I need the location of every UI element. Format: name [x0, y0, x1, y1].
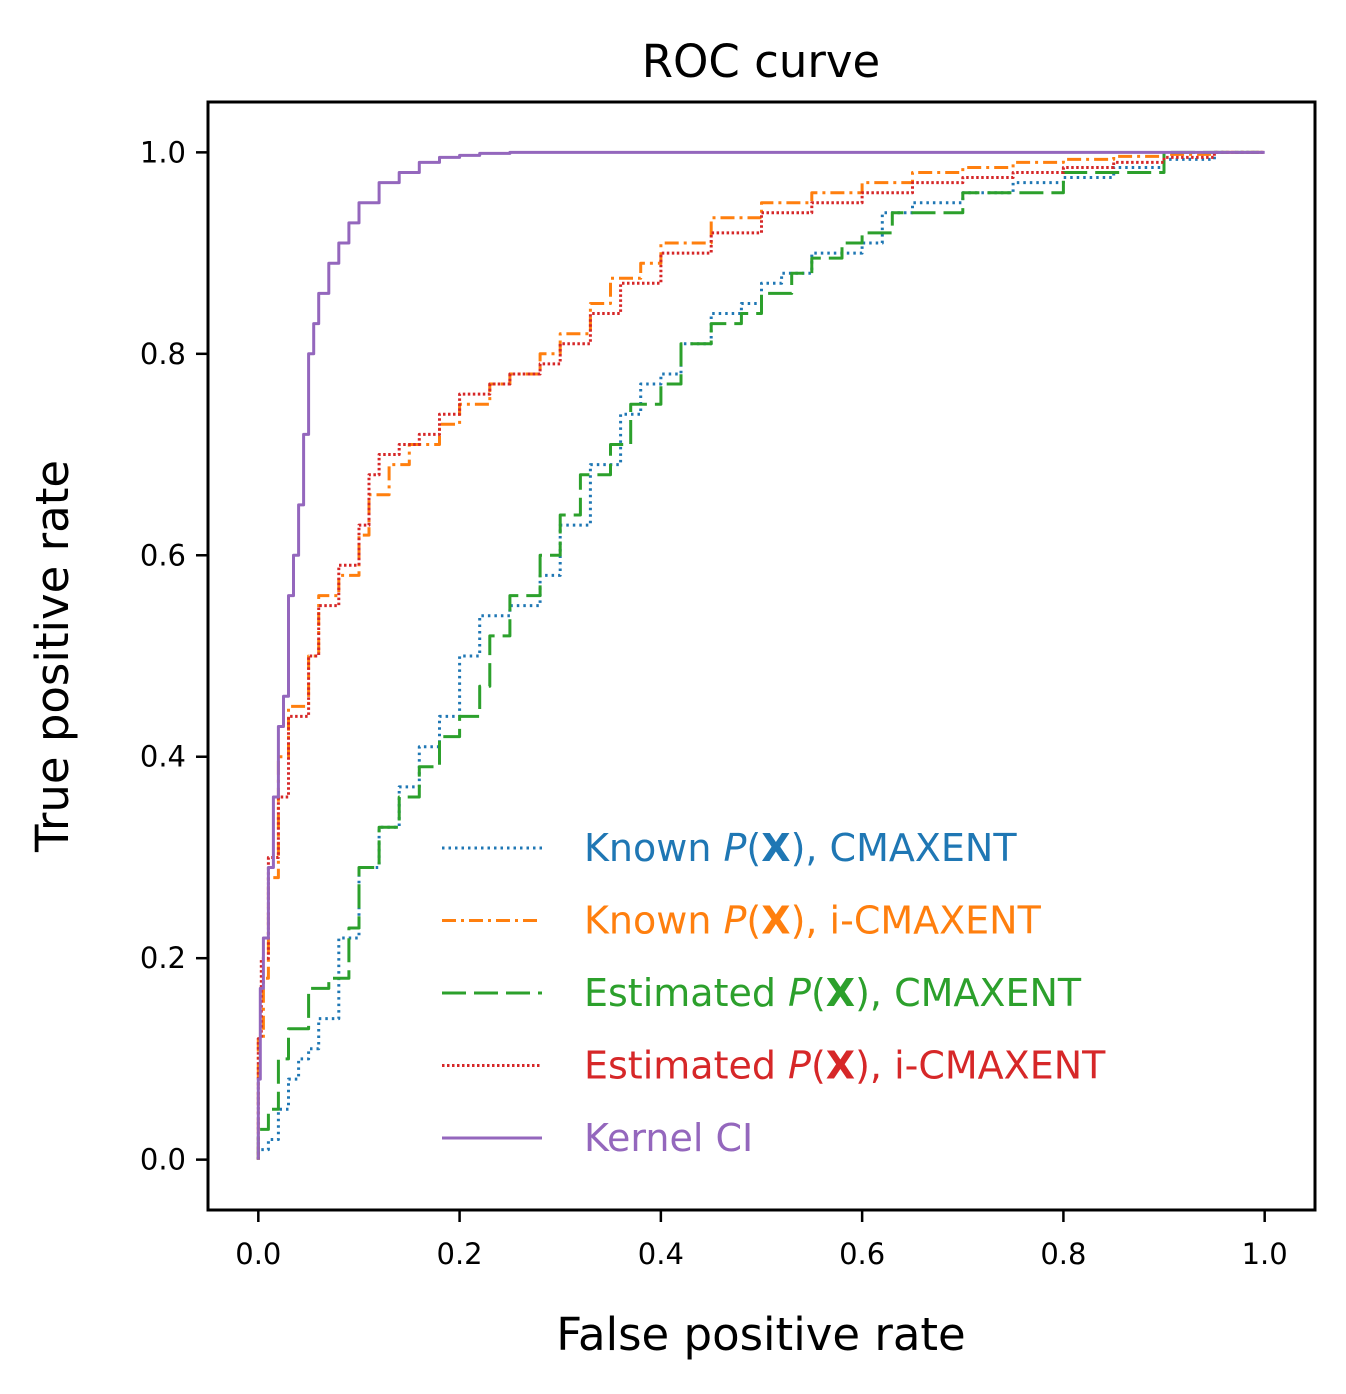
y-axis: 0.0 0.2 0.4 0.6 0.8 1.0 [140, 135, 208, 1177]
y-tick-label: 0.4 [140, 740, 186, 774]
series-line-5 [256, 150, 1265, 1160]
x-tick-label: 0.4 [638, 1237, 684, 1271]
x-tick-label: 1.0 [1242, 1237, 1288, 1271]
y-tick-label: 0.8 [140, 337, 186, 371]
y-tick-label: 0.2 [140, 941, 186, 975]
x-axis-label: False positive rate [556, 1308, 965, 1361]
x-tick-label: 0.2 [437, 1237, 483, 1271]
legend-label-4: Estimated P(X), i-CMAXENT [584, 1044, 1106, 1088]
series-line-1 [256, 150, 1265, 1160]
plot-frame [206, 100, 1317, 1212]
x-tick-label: 0.8 [1040, 1237, 1086, 1271]
x-tick-label: 0.6 [839, 1237, 885, 1271]
series-line-4 [256, 150, 1265, 1160]
y-tick-label: 0.6 [140, 538, 186, 572]
legend-label-5: Kernel CI [584, 1116, 753, 1160]
series-line-3 [256, 150, 1265, 1160]
y-tick-label: 0.0 [140, 1143, 186, 1177]
x-tick-label: 0.0 [235, 1237, 281, 1271]
series-line-2 [256, 150, 1265, 1160]
y-axis-label: True positive rate [26, 460, 79, 853]
legend: Known P(X), CMAXENT Known P(X), i-CMAXENT… [442, 826, 1106, 1160]
y-tick-label: 1.0 [140, 135, 186, 169]
chart-title: ROC curve [642, 35, 881, 88]
legend-label-2: Known P(X), i-CMAXENT [584, 899, 1042, 943]
legend-label-3: Estimated P(X), CMAXENT [584, 971, 1082, 1015]
series-layer [256, 150, 1265, 1160]
legend-label-1: Known P(X), CMAXENT [584, 826, 1017, 870]
x-axis: 0.0 0.2 0.4 0.6 0.8 1.0 [235, 1210, 1288, 1271]
